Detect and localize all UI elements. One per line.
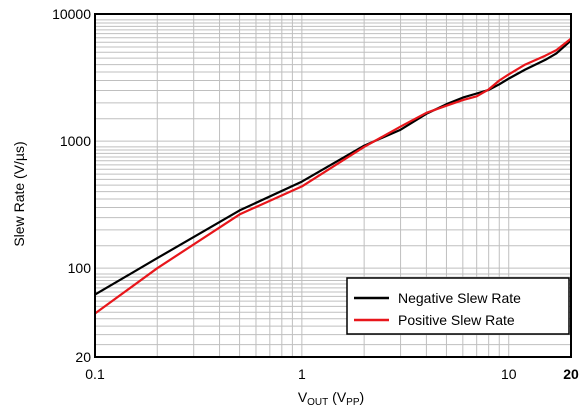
series-line-positive <box>94 37 572 315</box>
x-tick-label: 20 <box>563 366 579 382</box>
y-tick-label: 100 <box>68 260 92 276</box>
x-tick-labels: 0.1 1 10 20 <box>85 366 579 382</box>
x-axis-label-mid: (V <box>328 389 347 405</box>
plot-frame <box>94 13 572 358</box>
x-axis-label-end: ) <box>360 389 365 405</box>
x-tick-label: 0.1 <box>85 366 105 382</box>
x-axis-label-main: V <box>298 389 308 405</box>
series-line-negative <box>94 39 572 296</box>
y-axis-label: Slew Rate (V/µs) <box>11 141 27 246</box>
series-lines <box>94 37 572 315</box>
x-tick-label: 10 <box>501 366 517 382</box>
legend-box <box>346 277 570 335</box>
legend: Negative Slew Rate Positive Slew Rate <box>346 277 570 335</box>
x-tick-label: 1 <box>298 366 306 382</box>
x-axis-label: VOUT (VPP) <box>298 389 364 408</box>
x-axis-label-sub-pp: PP <box>346 397 360 408</box>
y-tick-label: 10000 <box>52 6 91 22</box>
legend-label-positive: Positive Slew Rate <box>398 312 515 328</box>
y-tick-label: 1000 <box>60 133 91 149</box>
legend-label-negative: Negative Slew Rate <box>398 290 521 306</box>
y-tick-labels: 20 100 1000 10000 <box>52 6 91 365</box>
x-axis-label-sub-out: OUT <box>307 397 328 408</box>
y-tick-label: 20 <box>75 349 91 365</box>
